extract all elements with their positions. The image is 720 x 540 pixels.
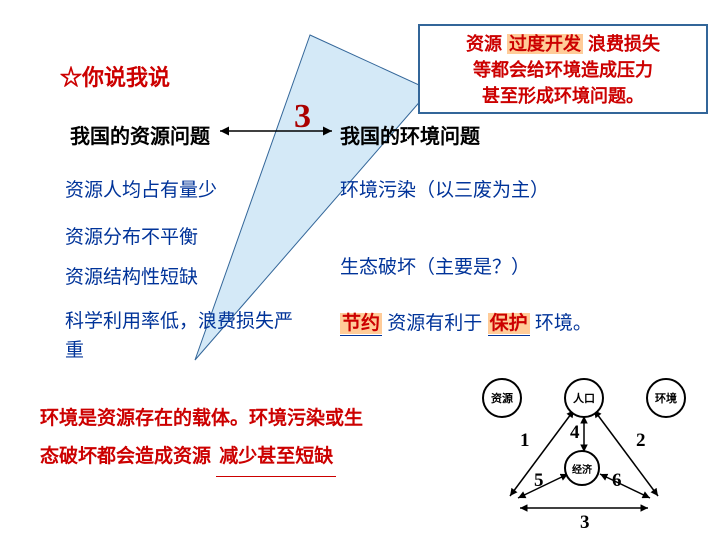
callout-line3: 甚至形成环境问题。 (428, 82, 698, 108)
blank-hl1: 节约 (340, 313, 382, 334)
blank-sentence: 节约 资源有利于 保护 环境。 (340, 308, 592, 336)
tri-node-right: 环境 (646, 378, 686, 418)
blank-hl2: 保护 (488, 313, 530, 334)
tri-node-top: 人口 (564, 378, 604, 418)
callout-hl1: 过度开发 (507, 34, 583, 54)
left-item-2: 资源结构性短缺 (65, 262, 198, 289)
tri-edge-3: 3 (580, 512, 590, 534)
right-item-1: 生态破坏（主要是？） (340, 252, 530, 279)
tri-edge-6: 6 (612, 470, 622, 492)
right-header: 我国的环境问题 (340, 120, 480, 149)
callout-line1: 资源 过度开发 浪费损失 (428, 30, 698, 56)
big-number: 3 (294, 98, 311, 136)
triangle-diagram: 人口 资源 环境 经济 1 2 3 4 5 6 (470, 378, 698, 538)
bottom-line1: 环境是资源存在的载体。环境污染或生 (40, 400, 460, 438)
right-item-0: 环境污染（以三废为主） (340, 175, 549, 202)
blank-underline1: 节约 (340, 308, 382, 336)
bottom-line2: 态破坏都会造成资源 减少甚至短缺 (40, 438, 460, 477)
left-item-0: 资源人均占有量少 (65, 175, 217, 202)
callout-line2: 等都会给环境造成压力 (428, 56, 698, 82)
tri-edge-1: 1 (520, 430, 530, 452)
callout-box: 资源 过度开发 浪费损失 等都会给环境造成压力 甚至形成环境问题。 (418, 24, 708, 114)
tri-node-left: 资源 (482, 378, 522, 418)
tri-node-center: 经济 (564, 450, 600, 486)
callout-l1-p1: 资源 (466, 34, 502, 54)
bottom-underline: 减少甚至短缺 (216, 438, 336, 477)
blank-post: 环境。 (535, 313, 592, 334)
tri-edge-5: 5 (534, 470, 544, 492)
callout-l1-p2: 浪费损失 (588, 34, 660, 54)
page-title: ☆你说我说 (60, 60, 170, 92)
blank-mid: 资源有利于 (387, 313, 482, 334)
left-item-1: 资源分布不平衡 (65, 222, 198, 249)
bottom-l2-pre: 态破坏都会造成资源 (40, 446, 211, 467)
blank-underline2: 保护 (488, 308, 530, 336)
bottom-blank: 减少甚至短缺 (219, 438, 333, 476)
bottom-red-text: 环境是资源存在的载体。环境污染或生 态破坏都会造成资源 减少甚至短缺 (40, 400, 460, 477)
left-item-3: 科学利用率低，浪费损失严重 (65, 308, 305, 365)
left-header: 我国的资源问题 (70, 120, 210, 149)
tri-edge-2: 2 (636, 430, 646, 452)
tri-edge-4: 4 (570, 422, 580, 444)
